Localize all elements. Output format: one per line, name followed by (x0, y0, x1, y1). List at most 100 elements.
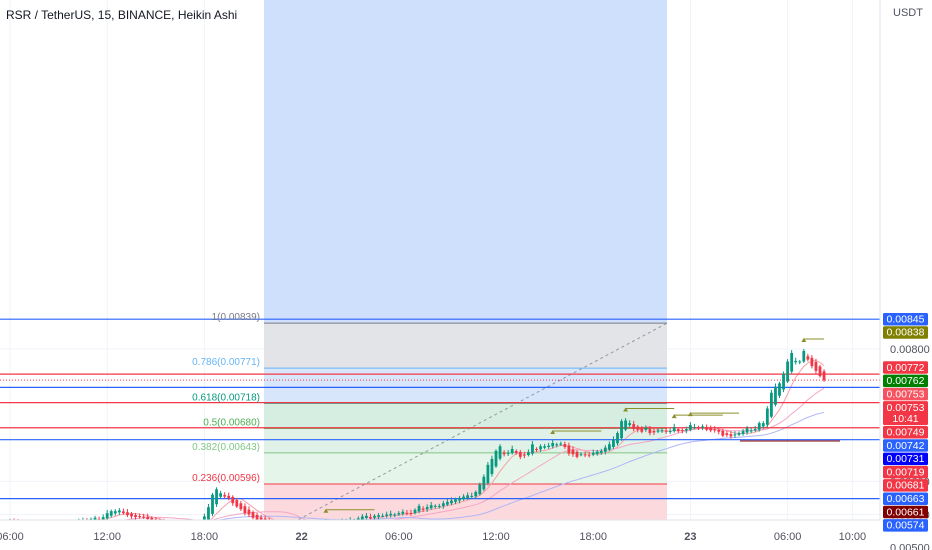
candle-body[interactable] (413, 509, 417, 514)
candle-body[interactable] (389, 513, 393, 516)
candle-body[interactable] (733, 434, 737, 436)
candle-body[interactable] (498, 446, 502, 459)
candle-body[interactable] (502, 452, 506, 455)
candle-body[interactable] (595, 451, 599, 454)
candle-body[interactable] (680, 430, 684, 432)
candle-body[interactable] (506, 452, 510, 454)
candle-body[interactable] (259, 517, 263, 520)
candle-body[interactable] (640, 428, 644, 432)
candle-body[interactable] (575, 451, 579, 457)
candle-body[interactable] (725, 433, 729, 436)
candle-body[interactable] (247, 509, 251, 515)
candle-body[interactable] (547, 445, 551, 448)
candle-body[interactable] (757, 423, 761, 430)
candle-body[interactable] (741, 431, 745, 434)
candle-body[interactable] (113, 511, 117, 514)
candle-body[interactable] (535, 448, 538, 450)
candle-body[interactable] (251, 512, 255, 518)
candle-body[interactable] (652, 430, 656, 433)
candle-body[interactable] (705, 426, 708, 430)
candle-body[interactable] (441, 503, 445, 507)
candle-body[interactable] (770, 392, 773, 417)
candle-body[interactable] (134, 515, 137, 518)
candle-body[interactable] (393, 514, 397, 516)
candle-body[interactable] (798, 361, 802, 363)
candle-body[interactable] (689, 425, 692, 430)
candle-body[interactable] (425, 507, 429, 510)
candle-body[interactable] (231, 496, 235, 504)
candle-body[interactable] (624, 420, 627, 430)
candle-body[interactable] (676, 429, 680, 432)
candle-body[interactable] (142, 516, 146, 518)
candle-body[interactable] (587, 454, 591, 456)
candle-body[interactable] (482, 476, 486, 490)
candle-body[interactable] (539, 446, 542, 450)
candle-body[interactable] (822, 371, 826, 381)
candle-body[interactable] (105, 513, 109, 519)
candle-body[interactable] (571, 449, 575, 455)
candle-body[interactable] (790, 352, 794, 372)
candle-body[interactable] (446, 501, 449, 505)
candle-body[interactable] (409, 512, 413, 514)
candle-body[interactable] (454, 499, 457, 502)
candle-body[interactable] (612, 439, 615, 448)
candle-body[interactable] (109, 511, 113, 516)
candle-body[interactable] (219, 493, 222, 497)
candle-body[interactable] (721, 430, 725, 436)
candle-body[interactable] (365, 515, 368, 519)
candle-body[interactable] (737, 433, 741, 435)
candle-body[interactable] (563, 444, 567, 447)
candle-body[interactable] (377, 515, 380, 517)
candle-body[interactable] (462, 496, 465, 500)
candle-body[interactable] (401, 511, 405, 514)
candle-body[interactable] (806, 356, 810, 360)
candle-body[interactable] (774, 386, 777, 405)
candle-body[interactable] (405, 512, 409, 514)
symbol-title[interactable]: RSR / TetherUS, 15, BINANCE, Heikin Ashi (6, 8, 238, 22)
candle-body[interactable] (818, 366, 822, 377)
candle-body[interactable] (749, 430, 753, 432)
candle-body[interactable] (433, 505, 437, 507)
candle-body[interactable] (729, 434, 733, 437)
candle-body[interactable] (579, 454, 583, 456)
candle-body[interactable] (126, 512, 129, 516)
candle-body[interactable] (450, 500, 453, 504)
candle-body[interactable] (559, 443, 563, 445)
candle-body[interactable] (243, 506, 247, 514)
candle-body[interactable] (437, 505, 441, 507)
candle-body[interactable] (668, 431, 672, 433)
candle-body[interactable] (227, 495, 231, 498)
candle-body[interactable] (616, 433, 619, 444)
candle-body[interactable] (599, 450, 603, 453)
candle-body[interactable] (373, 515, 376, 518)
candle-body[interactable] (753, 429, 757, 431)
candle-body[interactable] (381, 515, 384, 517)
candle-body[interactable] (514, 451, 518, 453)
candle-body[interactable] (583, 454, 587, 456)
candle-body[interactable] (632, 424, 636, 430)
candle-body[interactable] (628, 423, 632, 426)
candle-body[interactable] (369, 516, 372, 519)
candle-body[interactable] (478, 484, 482, 495)
candle-body[interactable] (778, 383, 781, 396)
candle-body[interactable] (211, 494, 214, 514)
candle-body[interactable] (101, 517, 105, 520)
candle-body[interactable] (701, 426, 704, 428)
candle-body[interactable] (660, 430, 664, 432)
candle-body[interactable] (555, 444, 559, 446)
candle-body[interactable] (717, 429, 721, 432)
candle-body[interactable] (608, 444, 611, 450)
candle-body[interactable] (117, 510, 121, 513)
candle-body[interactable] (429, 505, 433, 509)
candle-body[interactable] (494, 450, 498, 467)
candle-body[interactable] (518, 451, 522, 457)
candle-body[interactable] (794, 360, 798, 363)
candle-body[interactable] (745, 428, 749, 433)
candle-body[interactable] (697, 427, 700, 429)
candle-body[interactable] (591, 452, 595, 455)
candle-body[interactable] (693, 427, 696, 429)
candle-body[interactable] (466, 495, 470, 498)
candle-body[interactable] (603, 447, 607, 452)
candle-body[interactable] (255, 514, 259, 520)
